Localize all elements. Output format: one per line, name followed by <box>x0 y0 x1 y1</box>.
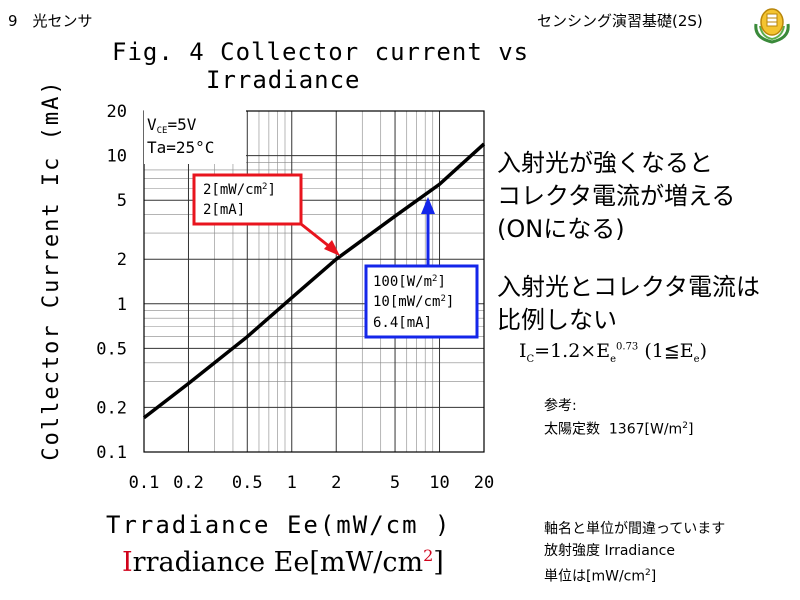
y-tick-label: 10 <box>107 147 127 167</box>
section-title: 9 光センサ <box>8 12 93 30</box>
y-tick-label: 5 <box>117 191 127 211</box>
red-annotation-line1: 2[mW/cm2] <box>203 182 276 198</box>
figure-title-line1: Fig. 4 Collector current vs <box>112 38 530 66</box>
blue-annotation-line2: 10[mW/cm2] <box>373 294 454 310</box>
formula: IC=1.2×Ee0.73 (1≦Ee) <box>519 340 707 365</box>
plot-frame <box>143 110 485 453</box>
course-title: センシング演習基礎(2S) <box>537 12 703 30</box>
note-line2: コレクタ電流が増える <box>497 182 736 210</box>
reference-title: 参考: <box>544 398 577 414</box>
blue-annotation-line3: 6.4[mA] <box>373 315 432 331</box>
reference-body: 太陽定数 1367[W/m2] <box>544 421 694 438</box>
blue-annotation-box: 100[W/m2] 10[mW/cm2] 6.4[mA] <box>364 264 479 339</box>
red-arrow-head <box>324 240 340 256</box>
x-tick-label: 20 <box>474 473 494 493</box>
x-tick-label: 0.2 <box>173 473 204 493</box>
correction-line1: 軸名と単位が間違っています <box>544 521 726 537</box>
note-line1: 入射光が強くなると <box>497 149 713 177</box>
x-tick-label: 0.1 <box>129 473 160 493</box>
x-tick-label: 2 <box>331 473 341 493</box>
red-annotation-line2: 2[mA] <box>203 202 245 218</box>
condition-temp: Ta=25°C <box>147 138 214 157</box>
correction-line3: 単位は[mW/cm2] <box>544 568 657 585</box>
x-axis-label: Trradiance Ee(mW/cm ) <box>106 511 451 539</box>
correction-line2: 放射強度 Irradiance <box>544 543 675 559</box>
y-tick-label: 20 <box>107 102 127 122</box>
minor-grid <box>144 111 484 452</box>
y-tick-label: 1 <box>117 295 127 315</box>
corrected-axis-label: Irradiance Ee[mW/cm2] <box>122 546 444 578</box>
y-tick-label: 0.2 <box>96 398 127 418</box>
red-annotation-box: 2[mW/cm2] 2[mA] <box>192 173 303 226</box>
x-tick-label: 0.5 <box>232 473 263 493</box>
blue-annotation-line1: 100[W/m2] <box>373 274 446 290</box>
series-line <box>142 142 486 420</box>
blue-arrow-head <box>421 197 435 214</box>
conditions-box: VCE=5V Ta=25°C <box>144 110 246 164</box>
red-arrow-shaft <box>300 222 331 249</box>
figure-title-line2: Irradiance <box>206 66 361 94</box>
x-tick-label: 5 <box>390 473 400 493</box>
condition-vce: VCE=5V <box>147 115 197 136</box>
y-tick-label: 0.1 <box>96 443 127 463</box>
y-tick-label: 0.5 <box>96 339 127 359</box>
x-tick-label: 1 <box>287 473 297 493</box>
note-line3: (ONになる) <box>497 215 625 243</box>
note-line5: 比例しない <box>497 306 617 334</box>
y-axis-label: Collector Current Ic (mA) <box>39 79 64 460</box>
school-emblem-icon <box>754 8 790 44</box>
note-line4: 入射光とコレクタ電流は <box>497 273 761 301</box>
x-tick-label: 10 <box>429 473 449 493</box>
y-tick-label: 2 <box>117 250 127 270</box>
